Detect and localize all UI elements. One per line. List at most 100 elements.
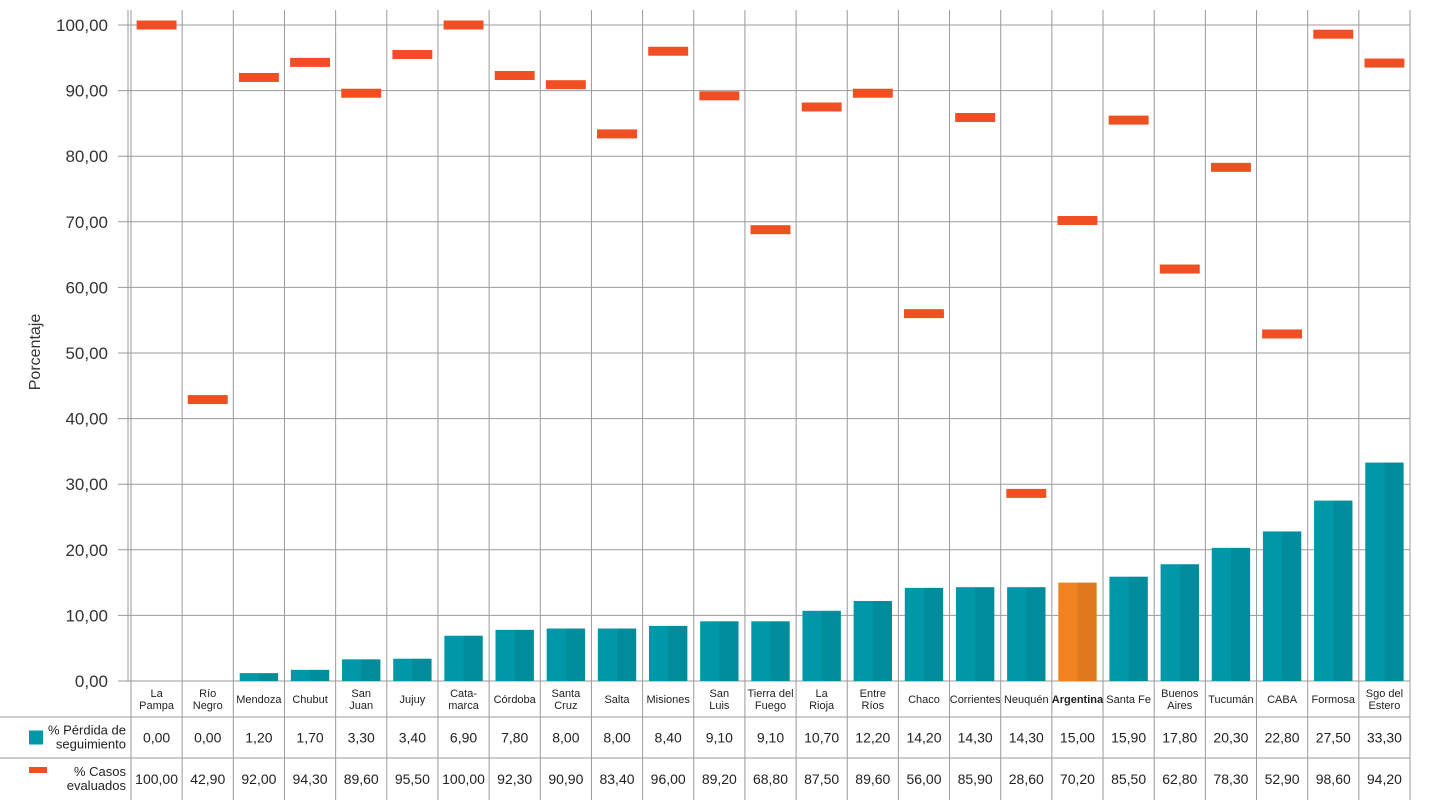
- value-cell: 89,60: [855, 771, 890, 787]
- category-label-line: Misiones: [646, 694, 690, 706]
- bar-shade: [565, 628, 586, 681]
- category-label-line: Ríos: [862, 700, 885, 712]
- category-label-line: Luis: [709, 700, 730, 712]
- category-label-line: San: [710, 688, 730, 700]
- value-cell: 7,80: [501, 730, 528, 746]
- bar-shade: [872, 600, 893, 681]
- value-cell: 9,10: [706, 730, 733, 746]
- value-cell: 90,90: [548, 771, 583, 787]
- bar-shade: [1333, 500, 1353, 681]
- category-label: CABA: [1267, 694, 1298, 706]
- bar: [1160, 564, 1199, 681]
- value-cell: 89,60: [344, 771, 379, 787]
- y-tick-label: 80,00: [65, 147, 108, 166]
- category-label-line: Entre: [860, 688, 886, 700]
- marker: [699, 91, 740, 101]
- category-label: Tierra del Fuego: [747, 688, 793, 712]
- value-cell: 92,30: [497, 771, 532, 787]
- category-label-line: Tucumán: [1208, 694, 1253, 706]
- category-label-line: Santa: [551, 688, 581, 700]
- marker: [187, 395, 228, 405]
- bar: [290, 669, 330, 681]
- bar: [955, 587, 995, 681]
- y-axis: 0,00 10,00 20,00 30,00 40,00 50,00 60,00 70,00 8…: [56, 16, 108, 691]
- value-cell: 92,00: [241, 771, 276, 787]
- category-label-line: La: [150, 688, 163, 700]
- y-tick-label: 30,00: [65, 475, 108, 494]
- value-cell: 14,30: [1009, 730, 1044, 746]
- legend-label-line: % Pérdida de: [48, 723, 126, 738]
- y-tick-label: 60,00: [65, 278, 108, 297]
- value-cell: 56,00: [906, 771, 941, 787]
- bar: [342, 659, 381, 681]
- marker: [545, 80, 586, 90]
- value-cell: 42,90: [190, 771, 225, 787]
- value-cell: 96,00: [651, 771, 686, 787]
- y-tick-label: 100,00: [56, 16, 108, 35]
- bar-shade: [1282, 531, 1302, 681]
- marker: [852, 88, 893, 98]
- marker: [1210, 162, 1251, 172]
- marker: [1108, 115, 1149, 125]
- category-label-line: Corrientes: [950, 694, 1001, 706]
- category-label-line: Formosa: [1312, 694, 1356, 706]
- category-label-line: Sgo del: [1366, 688, 1403, 700]
- marker: [494, 71, 535, 81]
- category-label: Chaco: [908, 694, 940, 706]
- category-label-line: Chaco: [908, 694, 940, 706]
- value-cell: 20,30: [1213, 730, 1248, 746]
- bar-shade: [975, 587, 995, 681]
- bar-shade: [258, 673, 279, 681]
- value-cell: 17,80: [1162, 730, 1197, 746]
- category-label-line: Tierra del: [747, 688, 793, 700]
- value-cell: 3,30: [348, 730, 375, 746]
- value-cell: 98,60: [1316, 771, 1351, 787]
- category-label: Mendoza: [236, 694, 282, 706]
- value-cell: 83,40: [599, 771, 634, 787]
- bar-shade: [770, 621, 790, 681]
- bar: [239, 673, 279, 681]
- legend-label-line: evaluados: [67, 778, 127, 793]
- marker: [136, 20, 177, 30]
- bar: [546, 628, 586, 681]
- category-label: Formosa: [1312, 694, 1356, 706]
- category-label-line: Argentina: [1052, 694, 1104, 706]
- value-cell: 27,50: [1316, 730, 1351, 746]
- category-label-line: marca: [448, 700, 479, 712]
- marker: [1262, 329, 1303, 339]
- marker: [1159, 264, 1200, 274]
- category-label: Tucumán: [1208, 694, 1253, 706]
- value-cell: 8,00: [603, 730, 630, 746]
- category-label: Córdoba: [494, 694, 537, 706]
- legend-label-line: % Casos: [74, 764, 127, 779]
- category-label-line: Rioja: [809, 700, 835, 712]
- marker: [1057, 215, 1098, 225]
- value-cell: 28,60: [1009, 771, 1044, 787]
- y-tick-label: 10,00: [65, 606, 108, 625]
- bar: [1365, 462, 1404, 681]
- category-label-line: Cata-: [450, 688, 477, 700]
- y-tick-label: 0,00: [75, 672, 108, 691]
- value-cell: 89,20: [702, 771, 737, 787]
- category-label-line: Estero: [1369, 700, 1401, 712]
- category-label-line: Salta: [604, 694, 630, 706]
- value-cell: 87,50: [804, 771, 839, 787]
- category-label-line: Santa Fe: [1106, 694, 1151, 706]
- category-label: Santa Fe: [1106, 694, 1151, 706]
- value-cell: 14,20: [906, 730, 941, 746]
- marker: [290, 57, 331, 67]
- bar-shade: [1384, 462, 1404, 681]
- bar-shade: [923, 587, 944, 681]
- y-tick-label: 40,00: [65, 410, 108, 429]
- marker: [1313, 29, 1354, 39]
- value-cell: 62,80: [1162, 771, 1197, 787]
- value-cell: 94,30: [293, 771, 328, 787]
- category-label: Entre Ríos: [860, 688, 886, 712]
- category-label: Salta: [604, 694, 630, 706]
- category-label: Jujuy: [400, 694, 426, 706]
- category-label-line: Pampa: [139, 700, 175, 712]
- bar-shade: [1026, 587, 1046, 681]
- bar: [700, 621, 739, 681]
- bar-shade: [310, 669, 330, 681]
- value-cell: 12,20: [855, 730, 890, 746]
